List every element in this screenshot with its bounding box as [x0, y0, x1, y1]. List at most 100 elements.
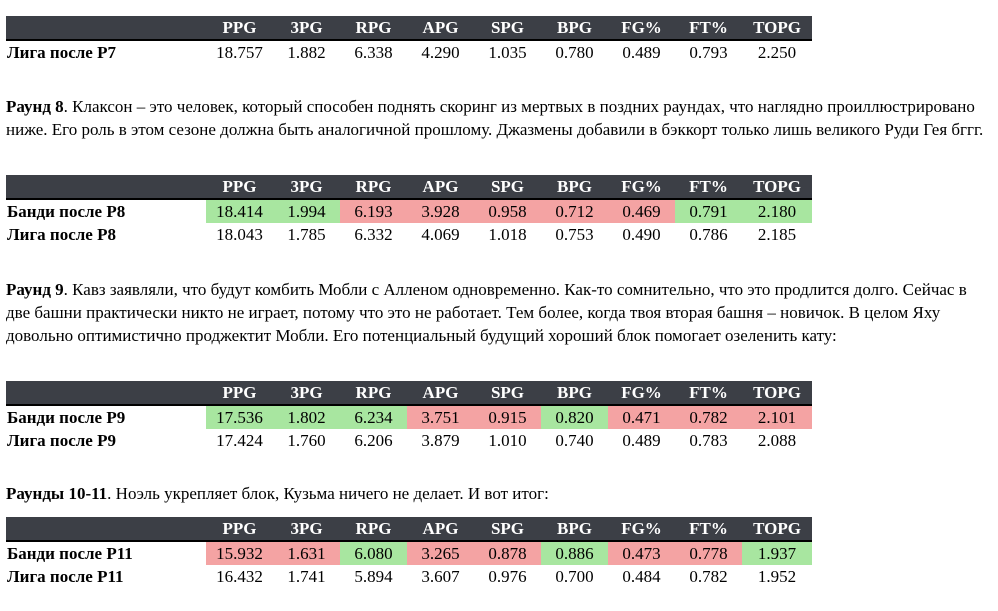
- column-header: RPG: [340, 175, 407, 199]
- stat-cell: 0.778: [675, 541, 742, 565]
- column-header: BPG: [541, 517, 608, 541]
- stat-cell: 0.469: [608, 199, 675, 223]
- column-header: RPG: [340, 381, 407, 405]
- column-header: TOPG: [742, 381, 812, 405]
- stat-cell: 16.432: [216, 566, 263, 586]
- stat-cell: 1.882: [287, 42, 326, 62]
- header-row: PPG 3PG RPG APG SPG BPG FG% FT% TOPG: [6, 517, 812, 541]
- table-row: Лига после Р9 17.424 1.760 6.206 3.879 1.010 0…: [6, 429, 812, 452]
- stat-cell: 0.783: [689, 430, 728, 450]
- header-blank-cell: [6, 381, 206, 405]
- stat-cell: 1.785: [287, 224, 326, 244]
- stat-cell: 0.786: [689, 224, 728, 244]
- stat-cell: 0.484: [622, 566, 661, 586]
- column-header: FG%: [608, 517, 675, 541]
- stat-cell: 1.994: [273, 199, 340, 223]
- stat-cell: 2.250: [757, 42, 797, 62]
- column-header: 3PG: [273, 381, 340, 405]
- stat-cell: 0.700: [555, 566, 594, 586]
- stat-cell: 6.234: [340, 405, 407, 429]
- table-row: Банди после Р8 18.414 1.994 6.193 3.928 0.958…: [6, 199, 812, 223]
- stats-table-round9: PPG 3PG RPG APG SPG BPG FG% FT% TOPG Банди после …: [6, 381, 812, 452]
- header-blank-cell: [6, 517, 206, 541]
- stat-cell: 0.958: [474, 199, 541, 223]
- header-row: PPG 3PG RPG APG SPG BPG FG% FT% TOPG: [6, 16, 812, 40]
- column-header: FT%: [675, 517, 742, 541]
- stat-cell: 1.760: [287, 430, 326, 450]
- stat-cell: 0.471: [608, 405, 675, 429]
- stat-cell: 0.886: [541, 541, 608, 565]
- stat-cell: 1.741: [287, 566, 326, 586]
- stat-cell: 2.088: [757, 430, 797, 450]
- stat-cell: 1.952: [757, 566, 797, 586]
- row-label: Лига после Р11: [7, 566, 124, 586]
- row-label: Банди после Р11: [7, 543, 133, 563]
- stat-cell: 0.791: [675, 199, 742, 223]
- column-header: TOPG: [742, 175, 812, 199]
- stats-table-round7: PPG 3PG RPG APG SPG BPG FG% FT% TOPG Лига после Р…: [6, 16, 812, 64]
- stat-cell: 0.782: [675, 405, 742, 429]
- column-header: TOPG: [742, 16, 812, 40]
- column-header: FG%: [608, 175, 675, 199]
- stat-cell: 1.631: [273, 541, 340, 565]
- stat-cell: 0.740: [555, 430, 594, 450]
- stat-cell: 0.878: [474, 541, 541, 565]
- column-header: APG: [407, 381, 474, 405]
- stat-cell: 1.018: [488, 224, 527, 244]
- header-row: PPG 3PG RPG APG SPG BPG FG% FT% TOPG: [6, 381, 812, 405]
- stat-cell: 15.932: [206, 541, 273, 565]
- stat-cell: 1.802: [273, 405, 340, 429]
- row-label: Банди после Р8: [7, 201, 126, 221]
- column-header: RPG: [340, 517, 407, 541]
- stat-cell: 3.265: [407, 541, 474, 565]
- stat-cell: 1.010: [488, 430, 527, 450]
- stat-cell: 0.780: [555, 42, 594, 62]
- stats-table-round11: PPG 3PG RPG APG SPG BPG FG% FT% TOPG Банди после …: [6, 517, 812, 588]
- column-header: 3PG: [273, 517, 340, 541]
- header-blank-cell: [6, 16, 206, 40]
- column-header: SPG: [474, 16, 541, 40]
- stat-cell: 18.043: [216, 224, 263, 244]
- row-label: Лига после Р9: [7, 430, 116, 450]
- table-row: Лига после Р7 18.757 1.882 6.338 4.290 1.035 0…: [6, 40, 812, 64]
- stats-table-round8: PPG 3PG RPG APG SPG BPG FG% FT% TOPG Банди после …: [6, 175, 812, 246]
- column-header: PPG: [206, 16, 273, 40]
- row-label: Лига после Р8: [7, 224, 116, 244]
- column-header: APG: [407, 517, 474, 541]
- column-header: FG%: [608, 16, 675, 40]
- stat-cell: 17.536: [206, 405, 273, 429]
- stat-cell: 3.879: [421, 430, 460, 450]
- row-label: Банди после Р9: [7, 407, 126, 427]
- column-header: APG: [407, 175, 474, 199]
- stat-cell: 0.489: [622, 42, 661, 62]
- table-row: Лига после Р8 18.043 1.785 6.332 4.069 1.018 0…: [6, 223, 812, 246]
- stat-cell: 3.928: [407, 199, 474, 223]
- column-header: SPG: [474, 381, 541, 405]
- paragraph-round8-heading: Раунд 8: [6, 97, 64, 116]
- stat-cell: 0.753: [555, 224, 594, 244]
- stat-cell: 2.180: [742, 199, 812, 223]
- column-header: 3PG: [273, 175, 340, 199]
- stat-cell: 2.101: [742, 405, 812, 429]
- paragraph-round9-heading: Раунд 9: [6, 280, 64, 299]
- stat-cell: 18.414: [206, 199, 273, 223]
- stat-cell: 0.473: [608, 541, 675, 565]
- row-label: Лига после Р7: [7, 42, 116, 62]
- stat-cell: 6.338: [354, 42, 393, 62]
- column-header: 3PG: [273, 16, 340, 40]
- stat-cell: 5.894: [354, 566, 393, 586]
- column-header: FT%: [675, 175, 742, 199]
- stat-cell: 18.757: [216, 42, 263, 62]
- stat-cell: 6.206: [354, 430, 393, 450]
- column-header: BPG: [541, 381, 608, 405]
- stat-cell: 6.332: [354, 224, 393, 244]
- paragraph-round9: Раунд 9. Кавз заявляли, что будут комбит…: [6, 278, 991, 347]
- stat-cell: 17.424: [216, 430, 263, 450]
- stat-cell: 0.490: [622, 224, 661, 244]
- column-header: RPG: [340, 16, 407, 40]
- column-header: PPG: [206, 175, 273, 199]
- stat-cell: 0.976: [488, 566, 527, 586]
- column-header: FG%: [608, 381, 675, 405]
- stat-cell: 4.069: [421, 224, 460, 244]
- table-row: Лига после Р11 16.432 1.741 5.894 3.607 0.976…: [6, 565, 812, 588]
